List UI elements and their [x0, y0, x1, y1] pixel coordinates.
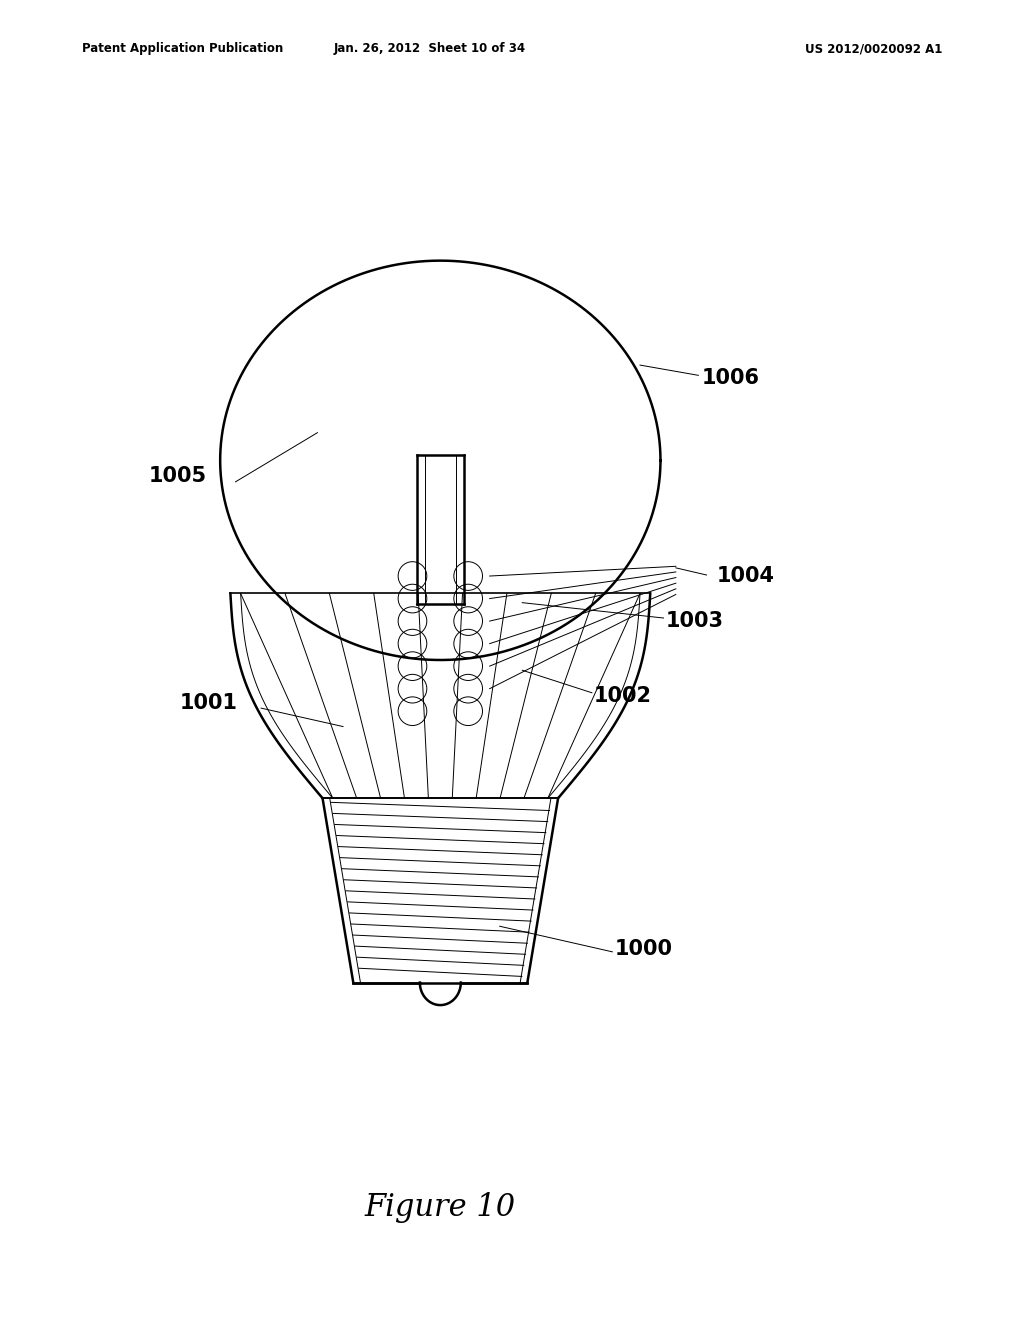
Text: 1000: 1000	[614, 939, 673, 958]
Text: 1002: 1002	[594, 686, 652, 706]
Text: Figure 10: Figure 10	[365, 1192, 516, 1224]
Text: 1005: 1005	[148, 466, 207, 486]
Text: 1004: 1004	[717, 566, 775, 586]
Text: Jan. 26, 2012  Sheet 10 of 34: Jan. 26, 2012 Sheet 10 of 34	[334, 42, 526, 55]
Text: Patent Application Publication: Patent Application Publication	[82, 42, 284, 55]
Text: US 2012/0020092 A1: US 2012/0020092 A1	[805, 42, 942, 55]
Text: 1006: 1006	[701, 368, 760, 388]
Text: 1001: 1001	[179, 693, 238, 713]
Text: 1003: 1003	[666, 611, 724, 631]
